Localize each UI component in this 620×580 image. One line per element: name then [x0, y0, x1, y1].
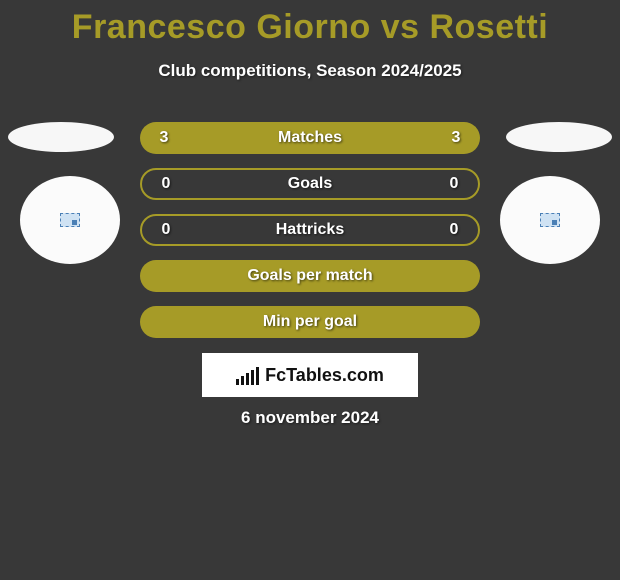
player-right-ellipse — [506, 122, 612, 152]
page-title: Francesco Giorno vs Rosetti — [0, 0, 620, 47]
stat-rows: 3 Matches 3 0 Goals 0 0 Hattricks 0 Goal… — [140, 122, 480, 352]
date-text: 6 november 2024 — [0, 408, 620, 428]
stat-label: Goals — [178, 175, 442, 193]
stat-right-value: 0 — [442, 221, 466, 239]
flag-placeholder-icon — [60, 213, 80, 227]
fctables-watermark: FcTables.com — [202, 353, 418, 397]
stat-row: Goals per match — [140, 260, 480, 292]
player-left-circle — [20, 176, 120, 264]
stat-left-value: 3 — [152, 129, 176, 147]
fctables-bars-icon — [236, 365, 259, 385]
page-subtitle: Club competitions, Season 2024/2025 — [0, 61, 620, 81]
player-right-circle — [500, 176, 600, 264]
stat-label: Min per goal — [176, 313, 444, 331]
stat-label: Goals per match — [176, 267, 444, 285]
stat-row: 0 Hattricks 0 — [140, 214, 480, 246]
stat-right-value: 3 — [444, 129, 468, 147]
stat-row: 3 Matches 3 — [140, 122, 480, 154]
stat-left-value: 0 — [154, 175, 178, 193]
stat-row: Min per goal — [140, 306, 480, 338]
stat-right-value: 0 — [442, 175, 466, 193]
player-left-ellipse — [8, 122, 114, 152]
stat-label: Hattricks — [178, 221, 442, 239]
fctables-text: FcTables.com — [265, 365, 384, 386]
flag-placeholder-icon — [540, 213, 560, 227]
stat-label: Matches — [176, 129, 444, 147]
stat-left-value: 0 — [154, 221, 178, 239]
stat-row: 0 Goals 0 — [140, 168, 480, 200]
